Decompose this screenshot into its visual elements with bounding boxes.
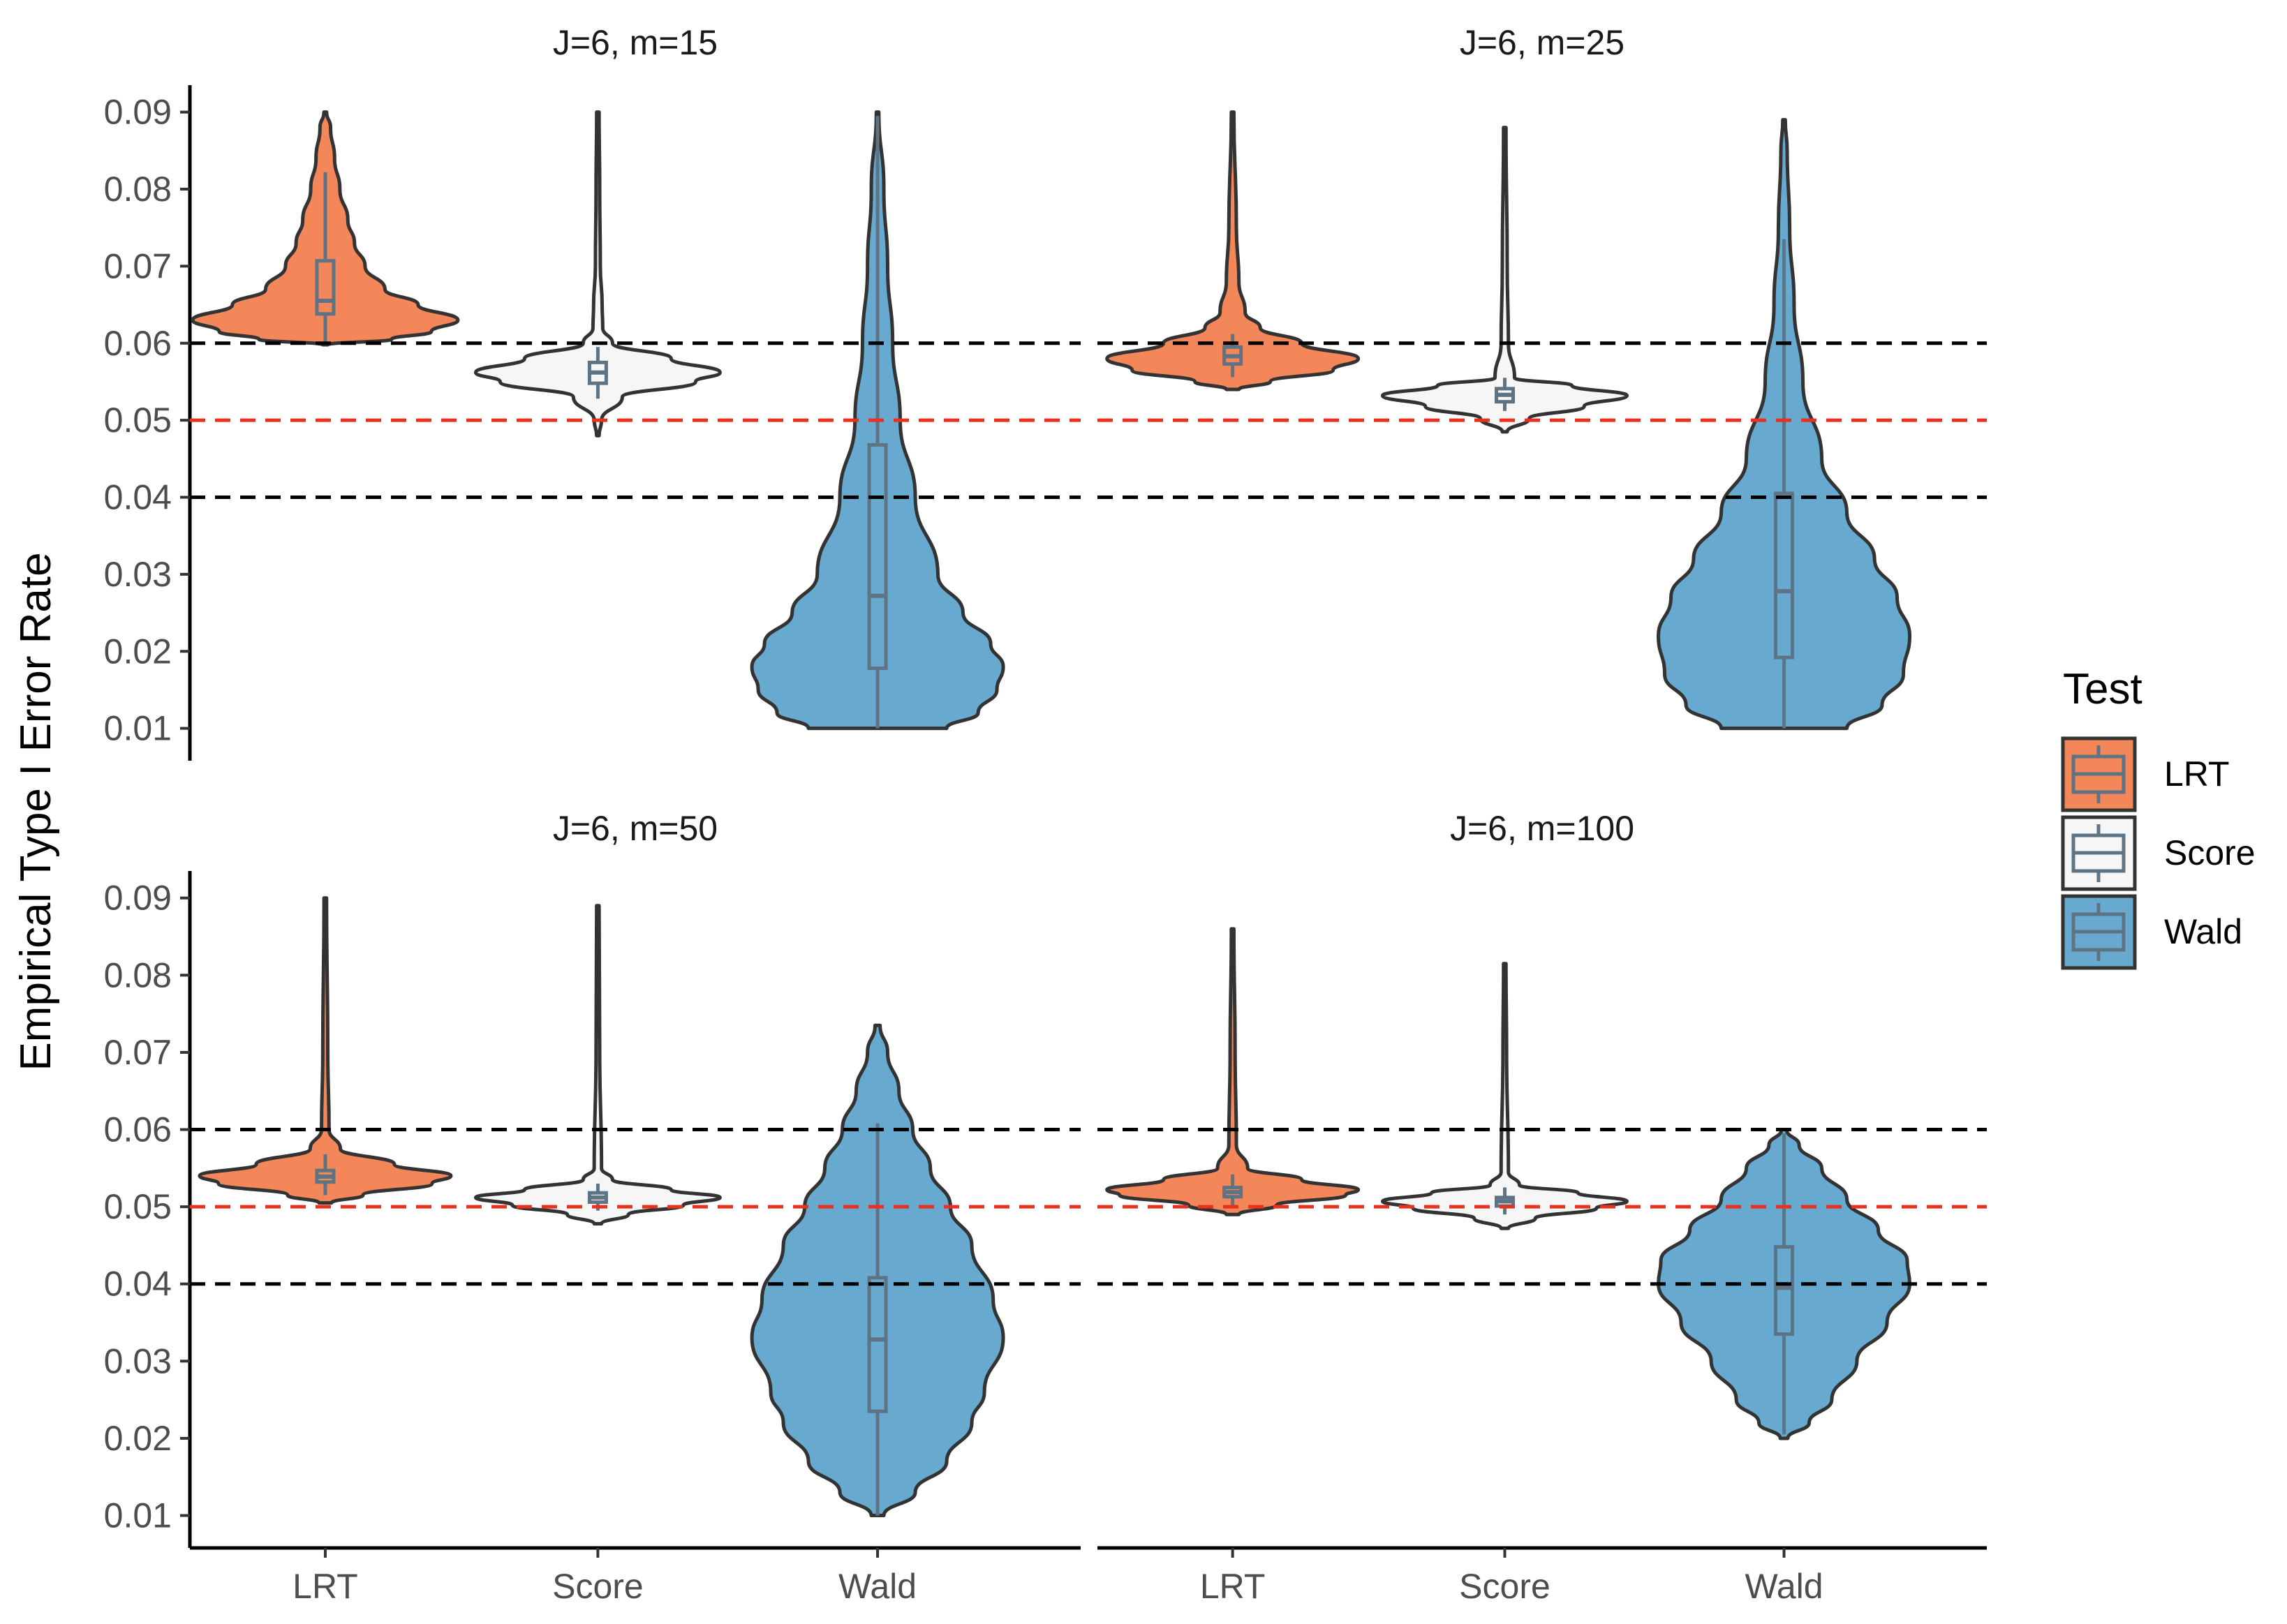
violin-score — [1380, 962, 1629, 1230]
legend-key-lrt — [2061, 736, 2137, 812]
x-tick-label: Wald — [1745, 1567, 1823, 1606]
x-tick-label: LRT — [293, 1567, 358, 1606]
panel-2: J=6, m=25 — [1097, 23, 1987, 731]
legend: Test LRT Score Wald — [2061, 665, 2256, 970]
y-tick-label: 0.08 — [104, 170, 172, 209]
violin-score — [473, 110, 722, 438]
y-tick-label: 0.02 — [104, 632, 172, 671]
y-tick-label: 0.08 — [104, 955, 172, 994]
legend-label: Wald — [2164, 912, 2242, 951]
legend-key-wald — [2061, 894, 2137, 970]
legend-title: Test — [2063, 665, 2142, 713]
panel-3: J=6, m=50 0.01 0.02 0.03 0.04 0.05 0.06 0.07 0.0… — [104, 809, 1081, 1606]
panel-title: J=6, m=25 — [1460, 23, 1624, 62]
violin-lrt — [1105, 110, 1361, 392]
y-tick-label: 0.03 — [104, 555, 172, 594]
boxplot-box — [867, 1276, 888, 1413]
y-tick-label: 0.07 — [104, 1033, 172, 1072]
violin-lrt — [1105, 927, 1361, 1216]
boxplot-box — [1774, 491, 1795, 660]
boxplot-box — [315, 259, 336, 316]
y-tick-label: 0.05 — [104, 401, 172, 440]
panel-title: J=6, m=15 — [553, 23, 718, 62]
violin-lrt — [198, 896, 453, 1205]
panels-layer: J=6, m=15 0.01 0.02 0.03 0.04 0.05 0.06 0.07 0.0… — [104, 23, 1987, 1606]
y-tick-label: 0.06 — [104, 324, 172, 363]
legend-key-score — [2061, 815, 2137, 891]
panel-1: J=6, m=15 0.01 0.02 0.03 0.04 0.05 0.06 0.07 0.0… — [104, 23, 1081, 761]
y-axis-title: Empirical Type I Error Rate — [12, 552, 60, 1071]
y-tick-label: 0.05 — [104, 1187, 172, 1226]
panel-4: J=6, m=100 LRT Score Wald — [1097, 809, 1987, 1606]
y-tick-label: 0.04 — [104, 478, 172, 517]
panel-title: J=6, m=100 — [1450, 809, 1634, 848]
violin-score — [473, 904, 722, 1226]
y-tick-label: 0.03 — [104, 1341, 172, 1380]
y-tick-label: 0.07 — [104, 246, 172, 285]
boxplot-box — [1774, 1245, 1795, 1336]
legend-label: Score — [2164, 833, 2256, 872]
x-tick-label: Score — [552, 1567, 644, 1606]
y-tick-label: 0.04 — [104, 1265, 172, 1304]
y-tick-label: 0.09 — [104, 879, 172, 918]
y-tick-label: 0.01 — [104, 1496, 172, 1535]
y-tick-label: 0.01 — [104, 709, 172, 748]
x-tick-label: LRT — [1200, 1567, 1266, 1606]
y-tick-label: 0.06 — [104, 1110, 172, 1149]
x-tick-label: Score — [1459, 1567, 1550, 1606]
panel-title: J=6, m=50 — [553, 809, 718, 848]
legend-label: LRT — [2164, 754, 2230, 794]
y-tick-label: 0.09 — [104, 93, 172, 132]
boxplot-box — [867, 442, 888, 671]
y-tick-label: 0.02 — [104, 1419, 172, 1458]
x-tick-label: Wald — [838, 1567, 917, 1606]
violin-score — [1380, 126, 1629, 434]
